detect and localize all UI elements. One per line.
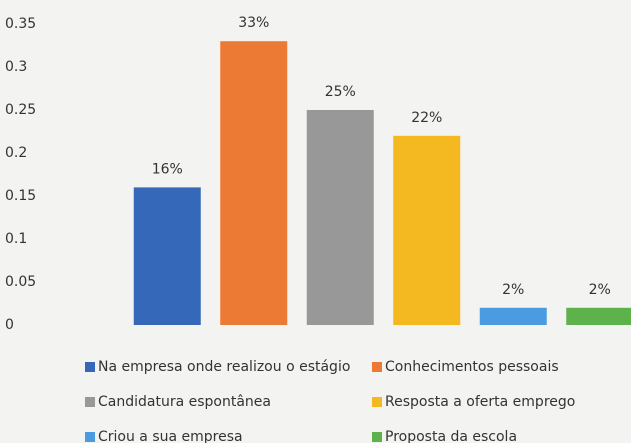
- legend-swatch: [372, 397, 382, 407]
- y-tick-label: 0.05: [5, 274, 36, 290]
- bar: [220, 41, 288, 325]
- legend-label: Resposta a oferta emprego: [385, 394, 575, 410]
- legend-swatch: [372, 432, 382, 442]
- legend-label: Candidatura espontânea: [98, 394, 271, 410]
- value-label: 16%: [152, 161, 183, 177]
- legend-swatch: [85, 362, 95, 372]
- legend-swatch: [85, 432, 95, 442]
- value-label: 2%: [502, 282, 524, 298]
- value-label: 33%: [238, 15, 269, 31]
- y-tick-label: 0: [5, 317, 14, 333]
- legend-label: Proposta da escola: [385, 429, 517, 443]
- legend-swatch: [85, 397, 95, 407]
- legend-label: Na empresa onde realizou o estágio: [98, 359, 350, 375]
- legend-swatch: [372, 362, 382, 372]
- y-tick-label: 0.3: [5, 59, 27, 75]
- y-tick-label: 0.15: [5, 188, 36, 204]
- bar: [133, 187, 201, 325]
- bar: [306, 110, 374, 325]
- value-label: 2%: [589, 282, 611, 298]
- y-tick-label: 0.25: [5, 102, 36, 118]
- value-label: 22%: [411, 110, 442, 126]
- bar: [566, 307, 631, 325]
- legend-label: Criou a sua empresa: [98, 429, 243, 443]
- y-tick-label: 0.35: [5, 16, 36, 32]
- bar: [479, 307, 547, 325]
- y-tick-label: 0.2: [5, 145, 27, 161]
- legend-label: Conhecimentos pessoais: [385, 359, 559, 375]
- y-tick-label: 0.1: [5, 231, 27, 247]
- value-label: 25%: [325, 84, 356, 100]
- bar: [393, 135, 461, 325]
